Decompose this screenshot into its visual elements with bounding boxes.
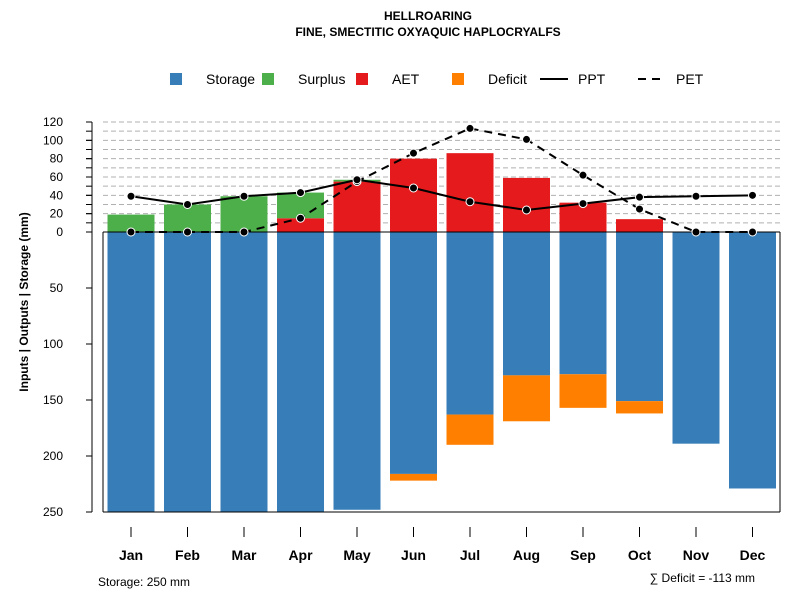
legend-label-surplus: Surplus xyxy=(298,71,345,87)
y-tick-label: 50 xyxy=(50,281,64,295)
pet-point xyxy=(409,148,418,158)
ppt-point xyxy=(352,175,362,185)
y-tick-label: 100 xyxy=(43,337,63,351)
ppt-line xyxy=(130,178,753,212)
legend-label-aet: AET xyxy=(392,71,420,87)
ppt-point xyxy=(296,188,305,198)
pet-point xyxy=(126,227,136,237)
ppt-point xyxy=(748,190,757,200)
deficit-bar xyxy=(616,401,663,414)
pet-point xyxy=(183,227,192,237)
aet-bar xyxy=(503,177,550,232)
ppt-point xyxy=(691,191,701,201)
storage-bar xyxy=(390,232,437,474)
legend-swatch-storage xyxy=(170,73,182,85)
legend-label-pet: PET xyxy=(676,71,704,87)
bars xyxy=(103,153,780,512)
storage-bar xyxy=(333,232,381,510)
x-tick-label: Apr xyxy=(288,547,313,563)
aet-bar xyxy=(390,158,437,232)
y-tick-label: 20 xyxy=(50,207,64,221)
pet-point xyxy=(748,227,757,237)
legend-swatch-deficit xyxy=(452,73,464,85)
pet-point xyxy=(522,134,531,144)
storage-bar xyxy=(559,232,607,375)
aet-bar xyxy=(333,181,381,232)
ppt-point xyxy=(239,191,249,201)
deficit-bar xyxy=(559,374,607,408)
y-tick-label: 150 xyxy=(43,393,63,407)
legend-label-ppt: PPT xyxy=(578,71,606,87)
surplus-bar xyxy=(220,196,268,232)
deficit-bar xyxy=(503,375,550,422)
x-tick-label: Feb xyxy=(175,547,200,563)
ppt-point xyxy=(578,199,588,209)
y-axis-label: Inputs | Outputs | Storage (mm) xyxy=(17,212,31,391)
y-tick-label: 60 xyxy=(50,170,64,184)
deficit-note: ∑ Deficit = -113 mm xyxy=(650,571,755,585)
y-tick-label: 250 xyxy=(43,505,63,519)
ppt-point xyxy=(465,197,475,207)
x-tick-label: Mar xyxy=(232,547,257,563)
storage-bar xyxy=(164,232,211,512)
storage-bar xyxy=(220,232,268,512)
surplus-bar xyxy=(164,204,211,232)
pet-point xyxy=(296,213,305,223)
lines xyxy=(126,123,757,237)
surplus-bar xyxy=(107,214,155,232)
y-tick-label: 40 xyxy=(50,188,64,202)
x-tick-label: Aug xyxy=(513,547,540,563)
aet-bar xyxy=(616,219,663,232)
y-tick-label: 100 xyxy=(43,133,63,147)
deficit-bar xyxy=(390,473,437,481)
x-tick-label: Sep xyxy=(570,547,596,563)
y-tick-label: 120 xyxy=(43,115,63,129)
storage-bar xyxy=(503,232,550,376)
storage-bar xyxy=(107,232,155,512)
x-tick-label: Dec xyxy=(740,547,766,563)
chart-subtitle: FINE, SMECTITIC OXYAQUIC HAPLOCRYALFS xyxy=(295,25,560,39)
axes: 0 20 40 60 80 100 120 50 100 150 200 250 Jan Feb Mar Ap… xyxy=(43,115,781,563)
storage-note: Storage: 250 mm xyxy=(98,575,190,589)
pet-point xyxy=(239,227,249,237)
legend-swatch-aet xyxy=(356,73,368,85)
storage-bar xyxy=(277,232,324,512)
x-tick-label: Jun xyxy=(401,547,426,563)
ppt-point xyxy=(522,205,531,215)
storage-bar xyxy=(616,232,663,402)
x-tick-label: May xyxy=(343,547,370,563)
storage-bar xyxy=(446,232,494,415)
legend-label-storage: Storage xyxy=(206,71,255,87)
y-tick-label: 0 xyxy=(56,225,63,239)
ppt-point xyxy=(409,183,418,193)
pet-point xyxy=(691,227,701,237)
x-tick-label: Oct xyxy=(628,547,652,563)
storage-bar xyxy=(729,232,776,489)
pet-point xyxy=(578,170,588,180)
x-tick-label: Jan xyxy=(119,547,143,563)
ppt-point xyxy=(635,192,644,202)
chart-title: HELLROARING xyxy=(384,9,472,23)
ppt-point xyxy=(183,200,192,209)
storage-bar xyxy=(672,232,720,444)
y-tick-label: 200 xyxy=(43,449,63,463)
legend: Storage Surplus AET Deficit PPT PET xyxy=(170,71,704,87)
y-tick-label: 80 xyxy=(50,152,64,166)
pet-line xyxy=(131,127,753,233)
deficit-bar xyxy=(446,414,494,445)
x-tick-label: Jul xyxy=(460,547,480,563)
legend-label-deficit: Deficit xyxy=(488,71,527,87)
x-tick-label: Nov xyxy=(683,547,710,563)
pet-point xyxy=(635,204,644,214)
ppt-point xyxy=(126,191,136,201)
aet-bar xyxy=(446,153,494,232)
pet-point xyxy=(465,123,475,133)
legend-swatch-surplus xyxy=(262,73,274,85)
